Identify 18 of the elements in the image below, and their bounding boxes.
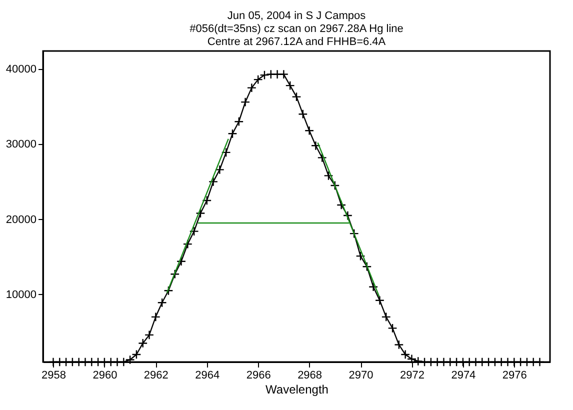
x-tick-label: 2972: [400, 370, 424, 382]
x-tick-label: 2976: [502, 370, 527, 382]
x-tick-label: 2960: [92, 370, 118, 382]
x-tick-label: 2964: [195, 370, 220, 382]
x-tick-label: 2970: [348, 370, 374, 382]
text: Jun 05, 2004 in S J Campos: [227, 10, 366, 22]
y-tick-label: 10000: [6, 288, 36, 301]
x-tick-label: 2962: [144, 370, 168, 382]
x-tick-label: 2968: [298, 370, 322, 382]
y-tick-label: 40000: [6, 64, 36, 76]
x-tick-label: 2958: [42, 370, 66, 382]
x-tick-label: 2966: [246, 370, 271, 382]
y-tick-label: 30000: [6, 138, 36, 151]
text: Centre at 2967.12A and FHHB=6.4A: [207, 36, 386, 48]
text: #056(dt=35ns) cz scan on 2967.28A Hg line: [190, 23, 404, 35]
x-tick-label: 2974: [451, 370, 476, 382]
x-axis-title: Wavelength: [266, 382, 328, 396]
y-tick-label: 20000: [6, 214, 36, 226]
